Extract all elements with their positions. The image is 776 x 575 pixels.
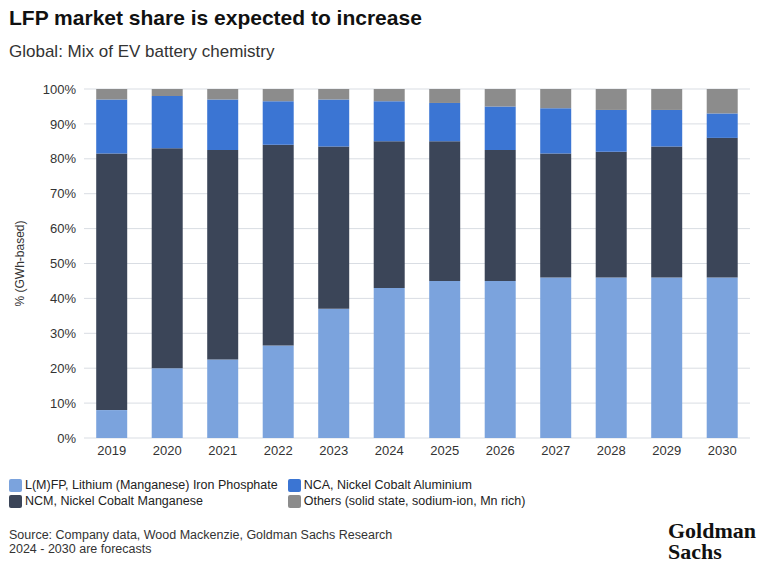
svg-text:2028: 2028 [597,443,626,458]
svg-text:2024: 2024 [375,443,404,458]
html-text:NCA, Nickel Cobalt Aluminium: NCA, Nickel Cobalt Aluminium [303,478,472,492]
svg-text:2020: 2020 [153,443,182,458]
html-text:NCM, Nickel Cobalt Manganese: NCM, Nickel Cobalt Manganese [25,494,203,508]
svg-text:100%: 100% [43,82,77,97]
html-text:Others (solid state, sodium-io: Others (solid state, sodium-ion, Mn rich… [303,494,526,508]
svg-text:20%: 20% [50,361,76,376]
svg-text:% (GWh-based): % (GWh-based) [13,220,27,306]
svg-text:90%: 90% [50,117,76,132]
svg-text:10%: 10% [50,396,76,411]
svg-text:40%: 40% [50,291,76,306]
html-text:Source: Company data, Wood Mac: Source: Company data, Wood Mackenzie, Go… [9,528,393,542]
html-text:Goldman Sachs: Goldman Sachs [668,518,756,564]
html-text:2024 - 2030 are forecasts: 2024 - 2030 are forecasts [9,542,152,556]
svg-text:0%: 0% [57,431,76,446]
svg-text:80%: 80% [50,151,76,166]
svg-text:30%: 30% [50,326,76,341]
svg-text:2026: 2026 [486,443,515,458]
svg-text:2021: 2021 [208,443,237,458]
html-text:Global: Mix of EV battery chem: Global: Mix of EV battery chemistry [9,42,275,61]
svg-text:2025: 2025 [430,443,459,458]
svg-text:60%: 60% [50,221,76,236]
svg-text:2022: 2022 [264,443,293,458]
svg-text:2019: 2019 [97,443,126,458]
svg-text:50%: 50% [50,256,76,271]
html-text:L(M)FP, Lithium (Manganese) Ir: L(M)FP, Lithium (Manganese) Iron Phospha… [25,478,278,492]
svg-text:70%: 70% [50,186,76,201]
svg-text:2023: 2023 [319,443,348,458]
html-text:LFP market share is expected t: LFP market share is expected to increase [9,6,422,29]
svg-text:2029: 2029 [652,443,681,458]
svg-text:2027: 2027 [541,443,570,458]
svg-text:2030: 2030 [708,443,737,458]
